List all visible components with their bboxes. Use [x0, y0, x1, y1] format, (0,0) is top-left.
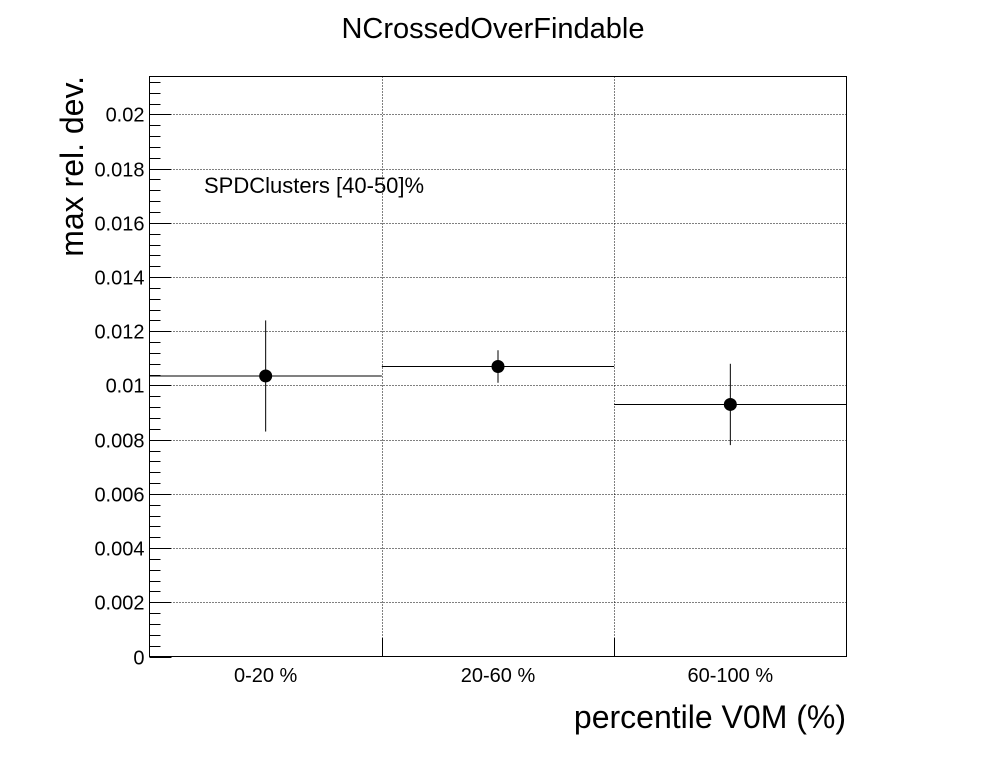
annotation-label: SPDClusters [40-50]% [204, 173, 424, 198]
y-tick-label: 0 [133, 648, 144, 670]
y-tick-label: 0.02 [106, 105, 145, 127]
x-tick-label: 0-20 % [234, 665, 298, 687]
y-tick-label: 0.016 [94, 214, 144, 236]
y-axis-tick-labels: 0 0.002 0.004 0.006 0.008 0.01 0.012 0.014 0.016… [94, 105, 144, 670]
y-tick-label: 0.01 [106, 376, 145, 398]
plot-frame [149, 76, 847, 657]
grid-lines [149, 76, 847, 657]
y-tick-label: 0.012 [94, 322, 144, 344]
y-tick-label: 0.018 [94, 160, 144, 182]
y-axis-label: max rel. dev. [54, 76, 90, 257]
y-tick-label: 0.014 [94, 268, 144, 290]
y-tick-label: 0.008 [94, 431, 144, 453]
data-point [259, 369, 273, 383]
data-series [149, 320, 847, 446]
x-axis-tick-labels: 0-20 % 20-60 % 60-100 % [234, 665, 773, 687]
x-tick-label: 60-100 % [688, 665, 774, 687]
x-axis-label: percentile V0M (%) [574, 699, 846, 735]
y-tick-label: 0.006 [94, 485, 144, 507]
y-tick-label: 0.002 [94, 593, 144, 615]
y-tick-label: 0.004 [94, 539, 144, 561]
x-axis-ticks [382, 638, 615, 657]
y-axis-ticks [149, 82, 172, 658]
x-tick-label: 20-60 % [461, 665, 536, 687]
chart-title: NCrossedOverFindable [341, 13, 644, 45]
data-point [491, 360, 505, 373]
data-point [723, 397, 737, 411]
